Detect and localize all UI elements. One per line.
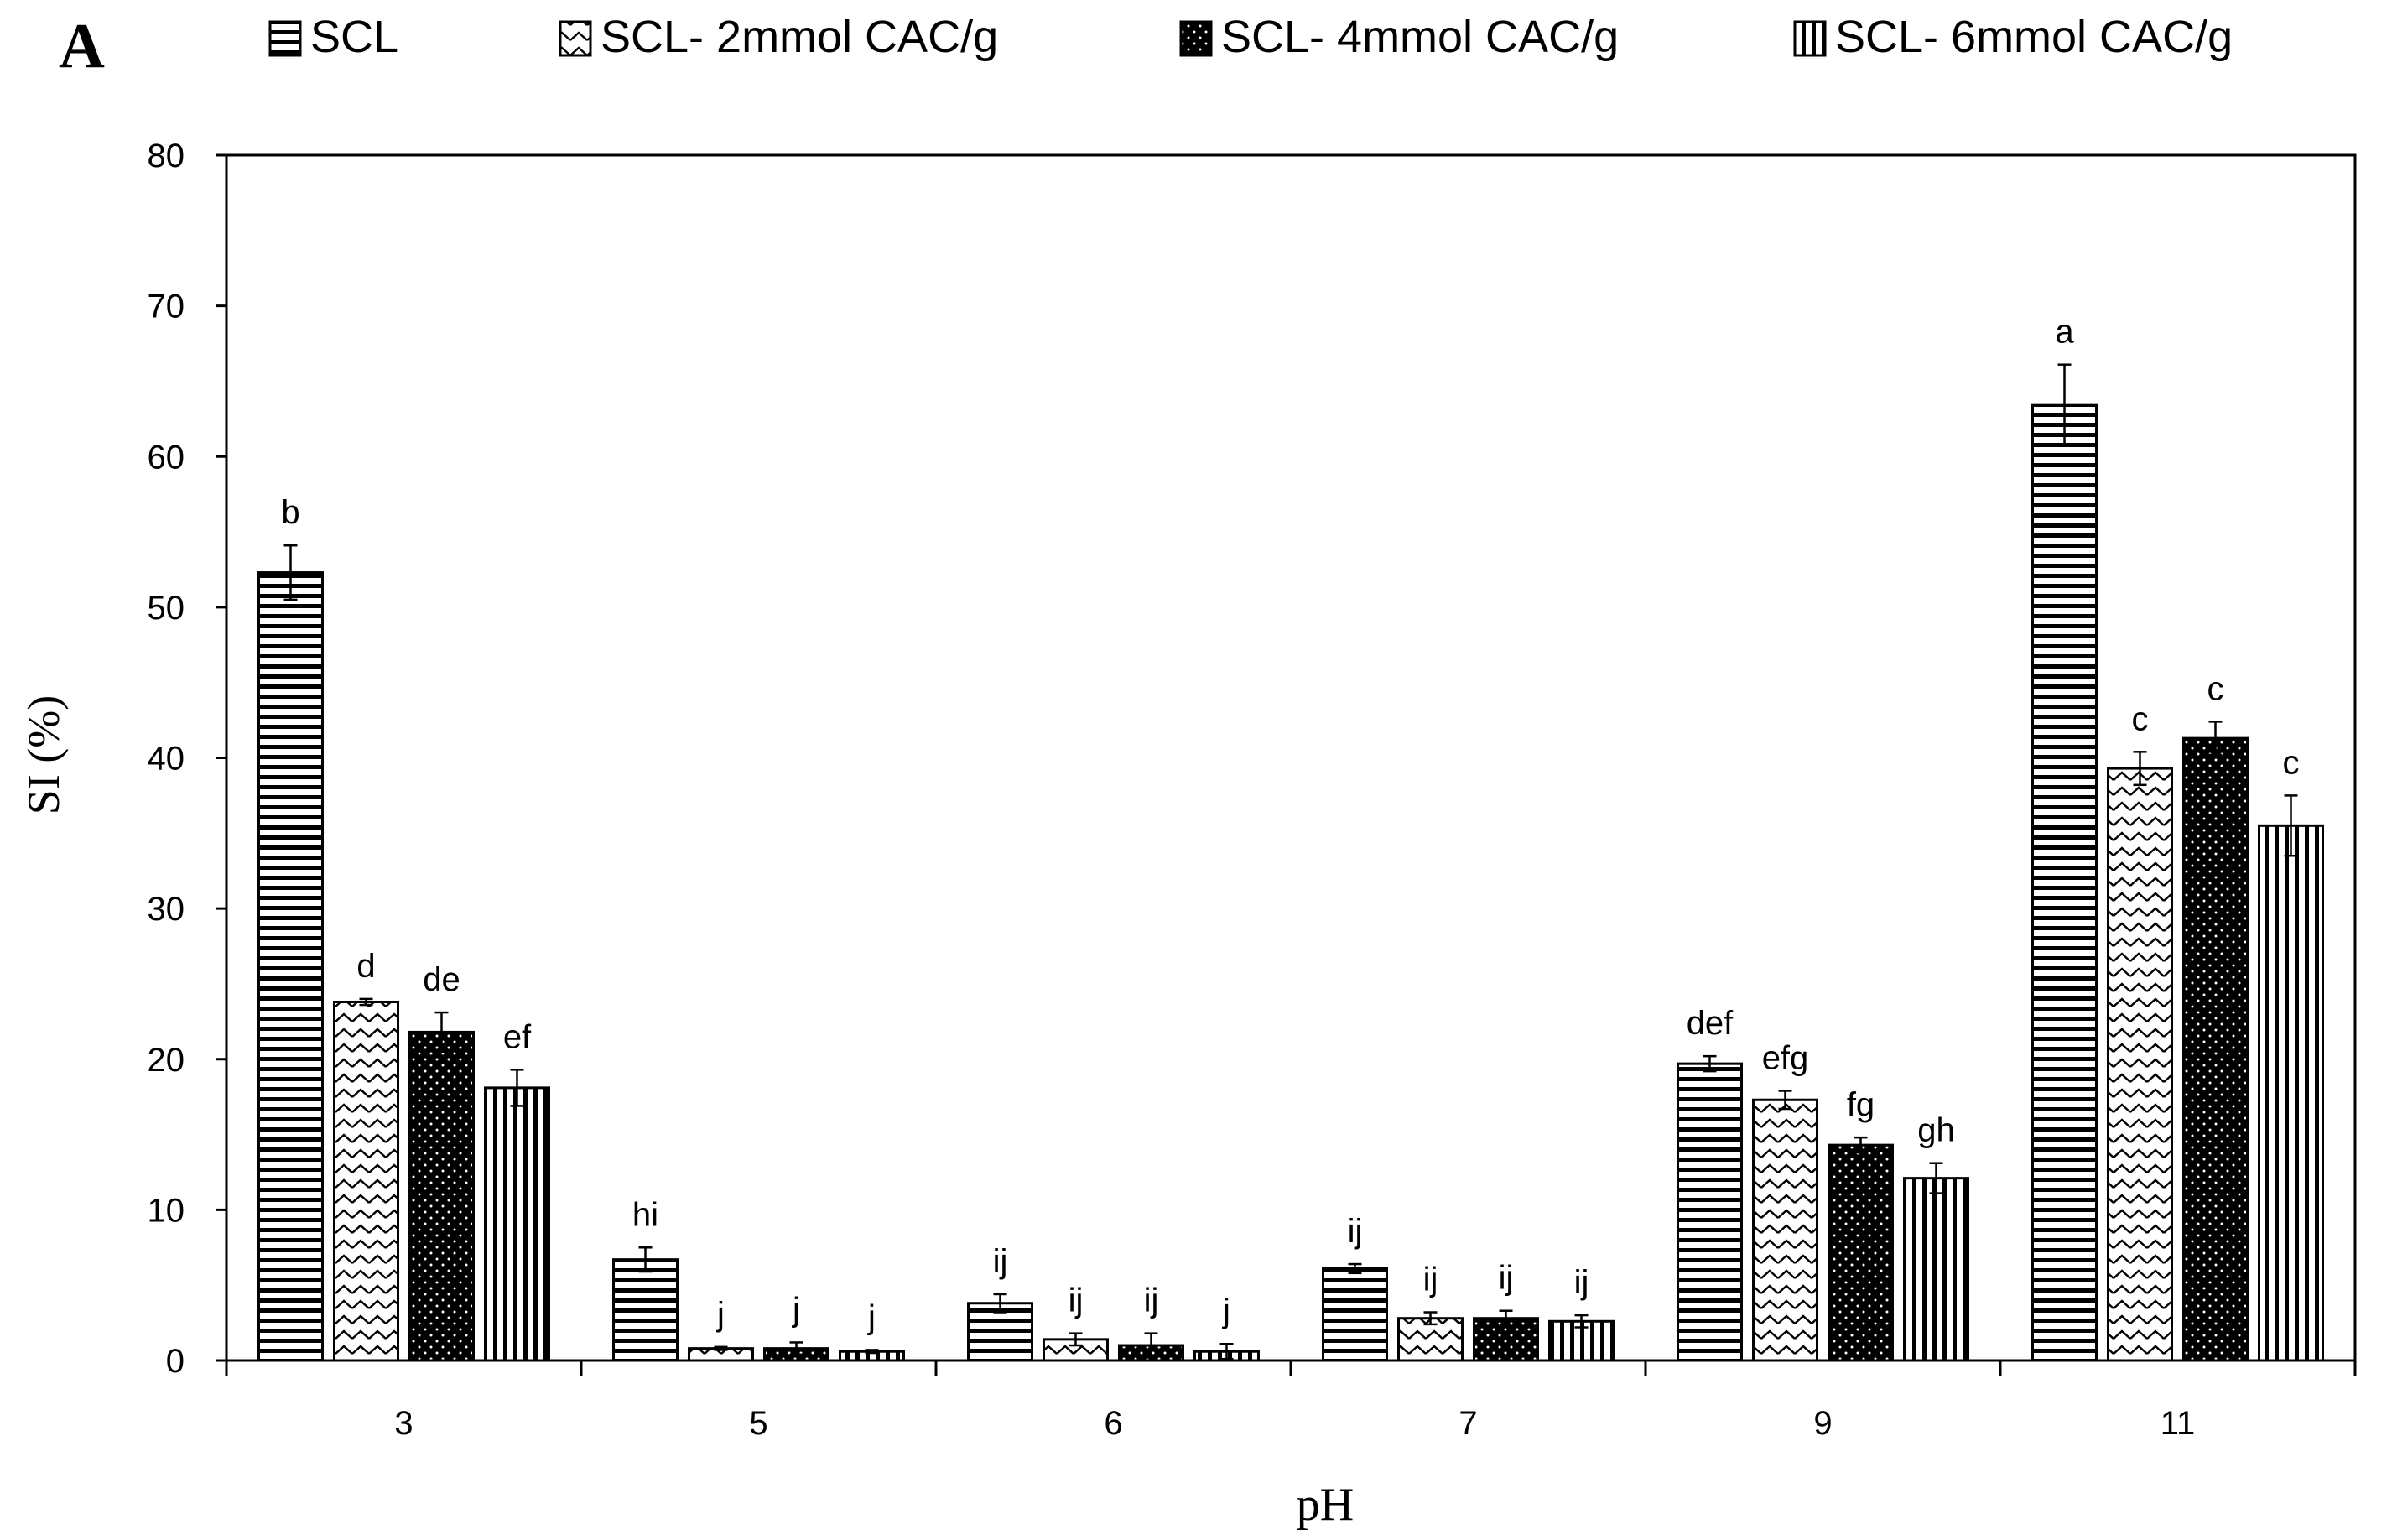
x-axis-title: pH xyxy=(1297,1479,1354,1531)
bar-horizontal-lines xyxy=(257,571,324,1362)
bar-horizontal-lines xyxy=(612,1258,679,1362)
plot-area: 0 10 20 30 40 50 60 70 80 3 5 6 7 9 11 b hi ij ij def a d j ij i… xyxy=(148,138,2357,1442)
bar-zigzag xyxy=(333,1000,399,1362)
significance-letter: c xyxy=(2207,670,2224,707)
bar-black-dotted xyxy=(2182,736,2249,1362)
significance-letter: def xyxy=(1687,1005,1734,1042)
significance-letter: ij xyxy=(993,1243,1008,1280)
significance-letter: j xyxy=(1222,1293,1230,1329)
significance-letter: j xyxy=(867,1298,876,1335)
legend-swatch-horizontal-lines xyxy=(268,20,302,57)
significance-letter: c xyxy=(2283,744,2300,781)
significance-letter: a xyxy=(2055,314,2074,351)
legend-label: SCL- 6mmol CAC/g xyxy=(1835,12,2233,62)
significance-letter: gh xyxy=(1917,1112,1955,1149)
x-tick-label: 9 xyxy=(1813,1405,1832,1442)
significance-letter: ij xyxy=(1144,1282,1159,1319)
significance-letter: j xyxy=(792,1291,800,1328)
significance-letter: c xyxy=(2132,700,2149,737)
bar-vertical-lines xyxy=(1903,1177,1969,1362)
x-tick-label: 7 xyxy=(1459,1405,1477,1442)
bar-vertical-lines xyxy=(484,1086,550,1362)
significance-letter: hi xyxy=(632,1196,658,1233)
y-tick-label: 80 xyxy=(148,138,185,174)
y-tick-label: 50 xyxy=(148,590,185,627)
bar-vertical-lines xyxy=(2258,824,2324,1362)
significance-letter: ij xyxy=(1348,1213,1363,1250)
y-tick-label: 20 xyxy=(148,1042,185,1079)
legend-label: SCL- 4mmol CAC/g xyxy=(1221,12,1619,62)
legend-label: SCL- 2mmol CAC/g xyxy=(601,12,998,62)
x-tick-label: 5 xyxy=(749,1405,767,1442)
y-tick-label: 0 xyxy=(166,1343,185,1380)
legend: SCL SCL- 2mmol CAC/g SCL- 4mmol CAC/g SCL- … xyxy=(268,12,2233,62)
significance-letter: j xyxy=(716,1296,725,1333)
bar-black-dotted xyxy=(408,1030,475,1362)
bar-zigzag xyxy=(1752,1098,1818,1362)
y-tick-label: 70 xyxy=(148,289,185,325)
y-tick-label: 40 xyxy=(148,741,185,778)
y-tick-label: 10 xyxy=(148,1192,185,1229)
significance-letter: fg xyxy=(1847,1086,1875,1123)
bar-horizontal-lines xyxy=(2031,403,2098,1362)
bar-vertical-lines xyxy=(1548,1319,1615,1362)
significance-letter: d xyxy=(356,948,375,985)
y-tick-label: 30 xyxy=(148,891,185,928)
legend-swatch-black-dotted xyxy=(1179,20,1213,57)
y-axis-title-group: SI (%) xyxy=(18,695,69,814)
significance-letter: b xyxy=(281,494,299,531)
bar-horizontal-lines xyxy=(1677,1062,1743,1362)
significance-letter: ij xyxy=(1499,1260,1514,1297)
legend-swatch-zigzag xyxy=(559,20,592,57)
x-tick-label: 3 xyxy=(394,1405,413,1442)
significance-letter: efg xyxy=(1762,1039,1809,1076)
x-tick-label: 11 xyxy=(2161,1405,2196,1442)
legend-label: SCL xyxy=(310,12,398,62)
significance-letter: ij xyxy=(1574,1264,1589,1301)
panel-label: A xyxy=(59,11,105,81)
bar-black-dotted xyxy=(1828,1143,1894,1362)
y-tick-label: 60 xyxy=(148,439,185,476)
significance-letter: ij xyxy=(1423,1262,1438,1298)
bar-horizontal-lines xyxy=(1322,1267,1388,1362)
significance-letter: de xyxy=(423,961,460,998)
x-tick-label: 6 xyxy=(1104,1405,1122,1442)
legend-swatch-vertical-lines xyxy=(1793,20,1827,57)
significance-letter: ef xyxy=(503,1018,532,1055)
significance-letter: ij xyxy=(1069,1282,1084,1319)
bar-zigzag xyxy=(2107,767,2173,1362)
y-axis-title: SI (%) xyxy=(18,695,69,814)
